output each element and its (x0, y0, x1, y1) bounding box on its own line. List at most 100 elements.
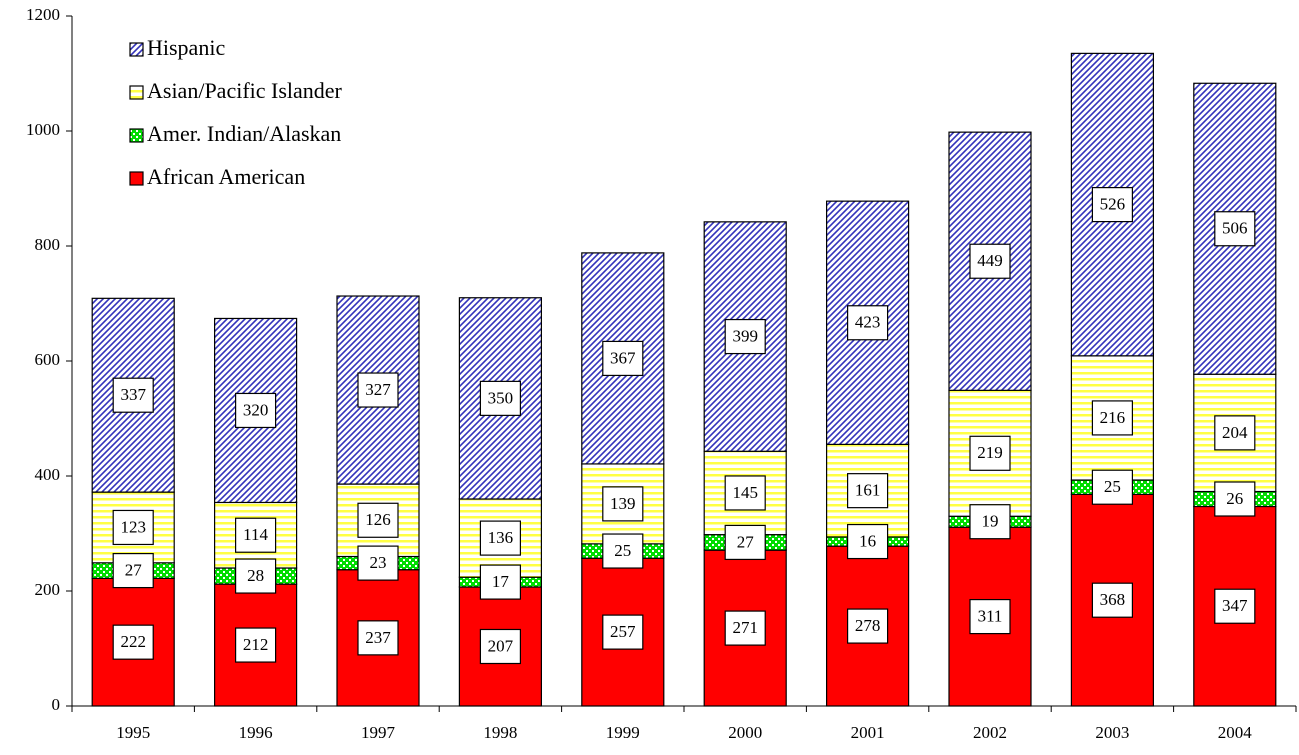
data-label-box (724, 524, 766, 561)
y-tick-label: 800 (35, 235, 61, 254)
data-label: 347 (1222, 596, 1248, 615)
x-tick-label: 1995 (116, 723, 150, 742)
data-label: 17 (492, 572, 510, 591)
x-tick-label: 2004 (1218, 723, 1253, 742)
data-label: 320 (243, 400, 269, 419)
data-label: 26 (1226, 489, 1243, 508)
data-label-box (479, 380, 521, 416)
data-label-box (1214, 211, 1256, 247)
x-tick-label: 1999 (606, 723, 640, 742)
y-tick-label: 600 (35, 350, 61, 369)
data-label-box (846, 523, 889, 560)
data-label-box (602, 533, 644, 569)
data-label-box (357, 502, 399, 538)
data-label: 367 (610, 348, 636, 367)
data-label-box (724, 610, 766, 646)
y-tick-label: 1000 (26, 120, 60, 139)
legend-label: African American (147, 164, 305, 189)
data-label-box (235, 517, 277, 553)
data-label-box (357, 372, 399, 408)
data-label: 161 (855, 481, 881, 500)
data-label: 350 (488, 388, 514, 407)
data-label-box (112, 552, 154, 589)
y-tick-label: 1200 (26, 5, 60, 24)
legend-swatch (129, 171, 144, 186)
data-label: 219 (977, 443, 1003, 462)
data-label-box (602, 614, 644, 650)
data-label: 114 (243, 525, 268, 544)
data-label-box (357, 620, 399, 656)
data-label: 216 (1100, 408, 1126, 427)
legend-label: Asian/Pacific Islander (147, 78, 343, 103)
data-label-box (1214, 481, 1256, 517)
x-tick-label: 1997 (361, 723, 396, 742)
data-label-box (1091, 582, 1134, 618)
data-label: 506 (1222, 219, 1248, 238)
data-label-box (969, 598, 1011, 635)
legend-label: Amer. Indian/Alaskan (147, 121, 341, 146)
data-label-box (969, 504, 1011, 540)
data-label-box (602, 340, 644, 377)
data-label: 423 (855, 313, 881, 332)
data-label-box (479, 628, 521, 665)
data-label: 27 (737, 532, 755, 551)
x-tick-label: 2001 (851, 723, 885, 742)
data-label: 212 (243, 635, 269, 654)
x-tick-label: 2003 (1095, 723, 1129, 742)
y-tick-label: 400 (35, 465, 61, 484)
x-tick-label: 2002 (973, 723, 1007, 742)
data-label: 25 (1104, 477, 1121, 496)
data-label: 145 (732, 483, 758, 502)
data-label: 337 (120, 385, 146, 404)
data-label: 207 (488, 636, 514, 655)
data-label-box (969, 435, 1011, 471)
data-label-box (112, 377, 154, 413)
data-label: 204 (1222, 423, 1248, 442)
data-label: 257 (610, 622, 636, 641)
x-tick-label: 1996 (239, 723, 273, 742)
data-label: 19 (982, 512, 999, 531)
data-label-box (112, 624, 154, 660)
data-label-box (112, 509, 154, 546)
data-label: 222 (120, 632, 146, 651)
data-label: 27 (125, 560, 143, 579)
data-label-box (1214, 415, 1256, 451)
legend-swatch (129, 42, 144, 57)
data-label-box (602, 486, 644, 522)
data-label: 23 (370, 553, 387, 572)
legend-swatch (129, 128, 144, 143)
data-label-box (724, 318, 766, 355)
data-label: 327 (365, 380, 391, 399)
y-tick-label: 200 (35, 580, 61, 599)
data-label: 399 (732, 326, 758, 345)
data-label: 311 (978, 606, 1003, 625)
legend-label: Hispanic (147, 35, 225, 60)
data-label-box (235, 627, 277, 663)
data-label-box (846, 608, 889, 644)
data-label-box (1091, 187, 1134, 223)
data-label-box (235, 558, 277, 594)
legend-swatch (129, 85, 144, 100)
data-label: 526 (1100, 195, 1126, 214)
data-label: 136 (488, 528, 514, 547)
data-label: 237 (365, 628, 391, 647)
data-label-box (479, 520, 521, 556)
data-label-box (846, 305, 889, 341)
data-label: 368 (1100, 590, 1126, 609)
data-label-box (1091, 469, 1134, 505)
data-label-box (846, 473, 889, 509)
data-label-box (969, 243, 1011, 279)
data-label: 123 (120, 517, 146, 536)
x-tick-label: 2000 (728, 723, 762, 742)
data-label-box (1091, 400, 1134, 436)
data-label: 28 (247, 566, 264, 585)
data-label: 126 (365, 510, 391, 529)
data-label-box (724, 475, 766, 511)
data-label: 16 (859, 531, 876, 550)
data-label-box (357, 545, 399, 581)
data-label: 25 (614, 541, 631, 560)
data-label-box (1214, 588, 1256, 624)
data-label: 139 (610, 494, 636, 513)
data-label: 278 (855, 616, 881, 635)
